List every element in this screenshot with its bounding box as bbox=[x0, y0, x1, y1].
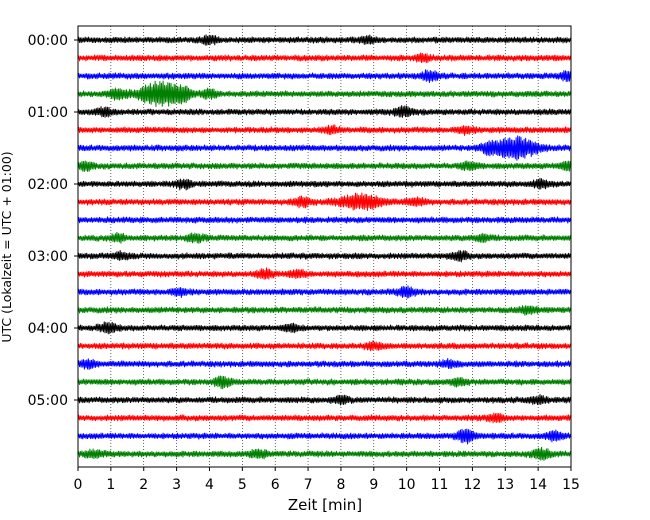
trace-row-0045 bbox=[77, 80, 572, 107]
x-tick-label-6: 6 bbox=[271, 477, 280, 493]
trace-row-0030 bbox=[77, 69, 572, 84]
trace-row-0530 bbox=[77, 428, 572, 445]
x-tick-label-1: 1 bbox=[106, 477, 115, 493]
x-tick-label-9: 9 bbox=[369, 477, 378, 493]
x-axis-ticks: 0 1 2 3 4 5 6 7 8 9 10 11 12 13 14 15 bbox=[74, 467, 580, 493]
x-tick-label-0: 0 bbox=[74, 477, 83, 493]
x-tick-label-3: 3 bbox=[172, 477, 181, 493]
trace-row-0215 bbox=[77, 192, 572, 211]
y-tick-label-4: 04:00 bbox=[28, 321, 68, 337]
y-tick-label-5: 05:00 bbox=[28, 393, 68, 409]
trace-row-0145 bbox=[77, 160, 572, 172]
trace-row-0015 bbox=[77, 52, 572, 64]
trace-row-0000 bbox=[77, 34, 572, 46]
trace-row-0300 bbox=[77, 249, 572, 263]
x-tick-label-2: 2 bbox=[139, 477, 148, 493]
trace-row-0400 bbox=[77, 321, 572, 335]
x-axis-label: Zeit [min] bbox=[288, 496, 362, 514]
trace-row-0130 bbox=[77, 135, 572, 161]
seismogram-traces bbox=[77, 34, 572, 461]
x-tick-label-15: 15 bbox=[562, 477, 580, 493]
trace-row-0200 bbox=[77, 177, 572, 191]
trace-row-0115 bbox=[77, 124, 572, 136]
x-tick-label-13: 13 bbox=[496, 477, 514, 493]
trace-row-0315 bbox=[77, 267, 572, 280]
plot-frame bbox=[77, 25, 572, 468]
trace-row-0415 bbox=[77, 340, 572, 352]
y-tick-label-2: 02:00 bbox=[28, 177, 68, 193]
x-tick-label-4: 4 bbox=[205, 477, 214, 493]
x-tick-label-14: 14 bbox=[529, 477, 547, 493]
trace-row-0100 bbox=[77, 105, 572, 118]
trace-row-0545 bbox=[77, 446, 572, 461]
trace-row-0430 bbox=[77, 357, 572, 370]
x-tick-label-7: 7 bbox=[304, 477, 313, 493]
trace-row-0345 bbox=[77, 305, 572, 316]
x-tick-label-11: 11 bbox=[431, 477, 449, 493]
y-tick-label-0: 00:00 bbox=[28, 33, 68, 49]
trace-row-0445 bbox=[77, 375, 572, 390]
trace-row-0245 bbox=[77, 231, 572, 244]
trace-row-0515 bbox=[77, 412, 572, 424]
x-tick-label-5: 5 bbox=[238, 477, 247, 493]
trace-row-0500 bbox=[77, 394, 572, 406]
y-axis-label: UTC (Lokalzeit = UTC + 01:00) bbox=[0, 151, 14, 342]
y-tick-label-3: 03:00 bbox=[28, 249, 68, 265]
x-tick-label-12: 12 bbox=[463, 477, 481, 493]
trace-row-0230 bbox=[77, 216, 572, 224]
y-axis-ticks: 00:00 01:00 02:00 03:00 04:00 05:00 bbox=[28, 33, 78, 409]
x-tick-label-8: 8 bbox=[336, 477, 345, 493]
y-tick-label-1: 01:00 bbox=[28, 105, 68, 121]
x-tick-label-10: 10 bbox=[398, 477, 416, 493]
trace-row-0330 bbox=[77, 285, 572, 299]
